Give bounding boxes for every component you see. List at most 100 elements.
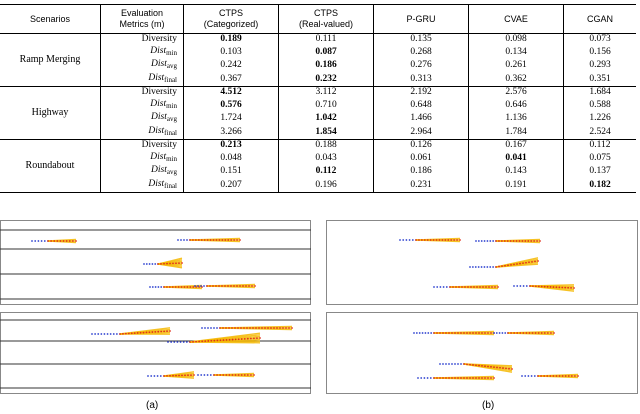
ground-truth-dot: [519, 262, 521, 265]
history-dot: [477, 266, 480, 268]
ground-truth-dot: [458, 286, 460, 288]
history-dot: [445, 363, 447, 365]
ground-truth-dot: [228, 374, 231, 376]
ground-truth-dot: [65, 240, 68, 242]
metric-subscript: avg: [166, 62, 177, 70]
scenario-cell: Roundabout: [25, 160, 75, 172]
ground-truth-dot: [181, 262, 183, 264]
history-dot: [182, 341, 185, 343]
value-cell: 0.261: [468, 59, 564, 73]
ground-truth-dot: [240, 338, 243, 340]
ground-truth-dot: [242, 285, 244, 287]
value-cell: 0.232: [278, 72, 374, 87]
history-dot: [418, 332, 421, 334]
ground-truth-dot: [221, 285, 223, 287]
history-dot: [445, 286, 448, 288]
ground-truth-dot: [234, 327, 236, 329]
ground-truth-dot: [475, 377, 477, 379]
metric-label: Dist: [150, 151, 167, 162]
ground-truth-dot: [130, 332, 133, 335]
history-dot: [417, 377, 419, 379]
history-dot: [197, 285, 199, 287]
ground-truth-dot: [445, 377, 447, 379]
history-dot: [103, 333, 106, 335]
ground-truth-dot: [476, 286, 478, 288]
value-cell: 0.196: [278, 178, 374, 193]
ground-truth-dot: [215, 239, 218, 241]
ground-truth-dot: [546, 375, 549, 377]
prediction-line: [495, 263, 539, 268]
ground-truth-dot: [528, 332, 531, 334]
ground-truth-dot: [475, 332, 477, 334]
history-dot: [31, 240, 33, 242]
history-dot: [150, 375, 153, 377]
table-row: Distmin 0.576 0.710 0.648 0.646 0.588: [0, 98, 636, 112]
value-cell: 0.276: [373, 59, 469, 73]
ground-truth-dot: [432, 239, 435, 241]
scenario-group: Roundabout Diversity 0.213 0.188 0.126 0.167 0…: [0, 139, 636, 193]
ground-truth-dot: [564, 375, 567, 377]
ground-truth-dot: [472, 364, 474, 366]
prediction-line: [463, 363, 513, 373]
ground-truth-dot: [472, 377, 474, 379]
metric-cell: Distavg: [100, 165, 184, 179]
ground-truth-dot: [527, 240, 530, 242]
history-dot: [442, 286, 445, 288]
ground-truth-dot: [209, 285, 211, 287]
ground-truth-dot: [228, 338, 231, 341]
metric-cell: Diversity: [100, 86, 184, 99]
ground-truth-dot: [532, 285, 534, 288]
history-dot: [97, 333, 100, 335]
ground-truth-dot: [209, 239, 212, 241]
ground-truth-dot: [50, 240, 53, 242]
history-dot: [524, 375, 527, 377]
ground-truth-dot: [487, 365, 489, 368]
ground-truth-dot: [487, 377, 489, 379]
prediction-line: [189, 341, 261, 344]
history-dot: [413, 332, 415, 334]
value-cell: 1.854: [278, 125, 374, 140]
ground-truth-dot: [246, 327, 248, 329]
ground-truth-dot: [534, 260, 536, 263]
ground-truth-dot: [479, 286, 481, 288]
history-dot: [216, 327, 218, 329]
ground-truth-dot: [231, 374, 234, 376]
value-cell: 0.576: [183, 98, 279, 112]
ground-truth-dot: [184, 374, 186, 377]
ground-truth-dot: [163, 286, 165, 288]
ground-truth-dot: [463, 363, 465, 365]
header-metrics: Evaluation Metrics (m): [100, 4, 184, 34]
history-dot: [498, 332, 501, 334]
ground-truth-dot: [552, 375, 555, 377]
ground-truth-dot: [418, 239, 420, 241]
ground-truth-dot: [59, 240, 62, 242]
ground-truth-dot: [189, 239, 191, 241]
metric-subscript: final: [164, 128, 177, 137]
history-dot: [213, 327, 215, 329]
ground-truth-dot: [485, 286, 487, 288]
header-cvae: CVAE: [468, 4, 564, 34]
ground-truth-dot: [433, 332, 435, 334]
metric-subscript: min: [166, 101, 177, 110]
history-dot: [203, 285, 205, 287]
ground-truth-dot: [549, 375, 552, 377]
panel-a-bottom-svg: [0, 312, 311, 394]
ground-truth-dot: [455, 286, 457, 288]
value-cell: 0.098: [468, 33, 564, 46]
ground-truth-dot: [240, 374, 243, 376]
panel-b-bottom-svg: [326, 312, 638, 394]
history-dot: [439, 363, 441, 365]
history-dot: [177, 239, 179, 241]
ground-truth-dot: [493, 366, 495, 369]
value-cell: 2.576: [468, 86, 564, 99]
history-dot: [176, 341, 179, 343]
history-dot: [424, 332, 427, 334]
value-cell: 4.512: [183, 86, 279, 99]
value-cell: 0.313: [373, 72, 469, 87]
ground-truth-dot: [227, 239, 230, 241]
ground-truth-dot: [549, 286, 552, 288]
ground-truth-dot: [175, 374, 177, 377]
history-dot: [423, 377, 426, 379]
history-dot: [160, 286, 163, 288]
ground-truth-dot: [534, 285, 537, 288]
